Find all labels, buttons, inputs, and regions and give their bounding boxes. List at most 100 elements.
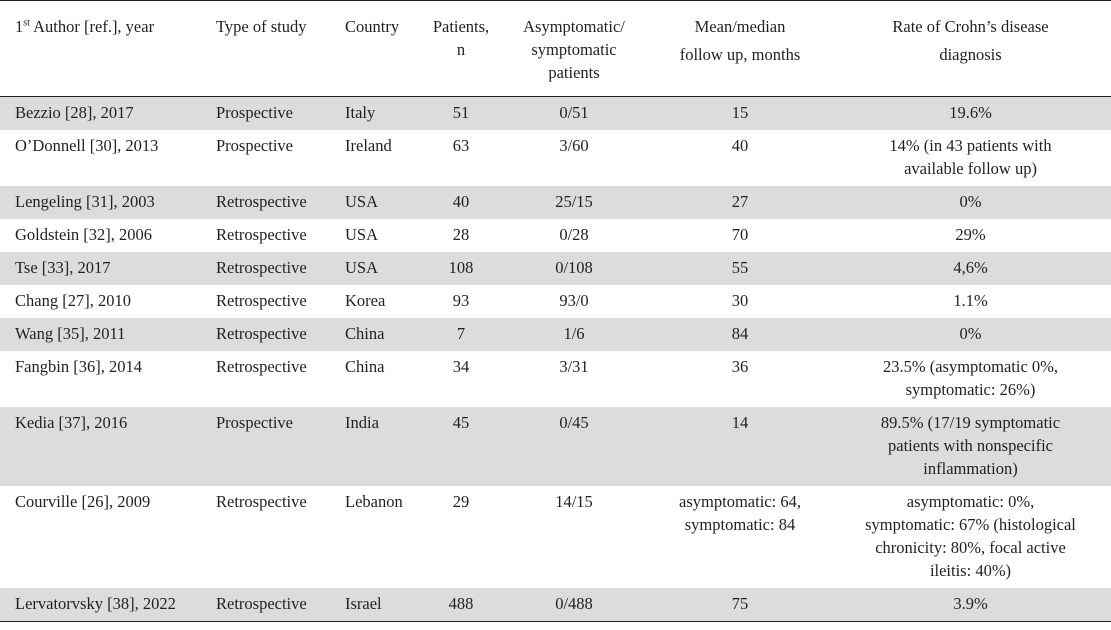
cell-crohns-rate: asymptomatic: 0%, symptomatic: 67% (histo… xyxy=(830,486,1111,588)
table-row: Lervatorvsky [38], 2022 Retrospective Isra… xyxy=(0,588,1111,622)
cell-country: India xyxy=(330,407,424,486)
cell-crohns-rate: 29% xyxy=(830,219,1111,252)
cell-follow-up-line: symptomatic: 84 xyxy=(684,515,796,534)
cell-crohns-rate: 14% (in 43 patients with available follow… xyxy=(830,130,1111,186)
cell-follow-up-line: 14 xyxy=(731,413,749,432)
table-row: Goldstein [32], 2006 Retrospective USA 28 0/… xyxy=(0,219,1111,252)
cell-asymptomatic-symptomatic: 0/108 xyxy=(498,252,650,285)
cell-author: O’Donnell [30], 2013 xyxy=(15,136,159,155)
cell-asymptomatic-symptomatic: 0/488 xyxy=(498,588,650,622)
cell-follow-up-line: 75 xyxy=(731,594,749,613)
cell-follow-up: 84 xyxy=(650,318,830,351)
table-row: Wang [35], 2011 Retrospective China 7 1/6 84 0… xyxy=(0,318,1111,351)
cell-follow-up: 40 xyxy=(650,130,830,186)
header-row: 1st Author [ref.], year Type of study Co… xyxy=(0,0,1111,97)
cell-crohns-rate-line: 19.6% xyxy=(949,103,992,122)
cell-follow-up: 15 xyxy=(650,96,830,130)
cell-crohns-rate-line: 4,6% xyxy=(953,258,988,277)
cell-follow-up-line: 36 xyxy=(731,357,749,376)
cell-asymptomatic-symptomatic: 93/0 xyxy=(559,291,589,310)
table-row: Chang [27], 2010 Retrospective Korea 93 93/0… xyxy=(0,285,1111,318)
cell-follow-up-line: asymptomatic: 64, xyxy=(679,492,801,511)
cell-country: Ireland xyxy=(345,136,392,155)
cell-crohns-rate: 89.5% (17/19 symptomatic patients with no… xyxy=(830,407,1111,486)
cell-patients: 108 xyxy=(424,252,498,285)
cell-crohns-rate-line: ileitis: 40%) xyxy=(929,561,1012,580)
cell-follow-up-line: 55 xyxy=(731,258,749,277)
cell-asymptomatic-symptomatic: 3/60 xyxy=(559,136,589,155)
cell-type-of-study: Retrospective xyxy=(216,225,307,244)
cell-follow-up-line: 27 xyxy=(731,192,749,211)
cell-author: Tse [33], 2017 xyxy=(0,252,201,285)
cell-type-of-study: Prospective xyxy=(201,96,330,130)
cell-follow-up: 27 xyxy=(650,186,830,219)
cell-crohns-rate: 0% xyxy=(830,186,1111,219)
cell-country: Korea xyxy=(345,291,386,310)
cell-patients: 29 xyxy=(452,492,470,511)
cell-country: USA xyxy=(330,252,424,285)
cell-crohns-rate-line: asymptomatic: 0%, xyxy=(906,492,1035,511)
cell-type-of-study: Retrospective xyxy=(201,186,330,219)
cell-crohns-rate: 3.9% xyxy=(830,588,1111,622)
cell-patients: 28 xyxy=(452,225,470,244)
cell-author: Chang [27], 2010 xyxy=(15,291,131,310)
cell-crohns-rate-line: patients with nonspecific xyxy=(888,436,1053,455)
cell-follow-up: 30 xyxy=(650,285,830,318)
cell-type-of-study: Retrospective xyxy=(201,318,330,351)
table-row: Kedia [37], 2016 Prospective India 45 0/45 14… xyxy=(0,407,1111,486)
cell-patients: 51 xyxy=(424,96,498,130)
cell-asymptomatic-symptomatic: 0/28 xyxy=(559,225,589,244)
table-body: Bezzio [28], 2017 Prospective Italy 51 0/51 1… xyxy=(0,96,1111,622)
cell-crohns-rate: 0% xyxy=(830,318,1111,351)
cell-author: Goldstein [32], 2006 xyxy=(15,225,153,244)
cell-crohns-rate-line: 89.5% (17/19 symptomatic xyxy=(880,413,1061,432)
cell-crohns-rate-line: 0% xyxy=(959,192,982,211)
cell-patients: 45 xyxy=(424,407,498,486)
cell-follow-up-line: 84 xyxy=(731,324,749,343)
cell-follow-up-line: 40 xyxy=(731,136,749,155)
cell-asymptomatic-symptomatic: 1/6 xyxy=(498,318,650,351)
cell-patients: 40 xyxy=(424,186,498,219)
cell-crohns-rate-line: inflammation) xyxy=(923,459,1018,478)
cell-country: China xyxy=(330,318,424,351)
cell-patients: 63 xyxy=(452,136,470,155)
cell-crohns-rate-line: symptomatic: 67% (histological xyxy=(865,515,1076,534)
cell-patients: 488 xyxy=(424,588,498,622)
header-type-of-study: Type of study xyxy=(201,0,330,97)
cell-country: Lebanon xyxy=(345,492,403,511)
cell-country: China xyxy=(345,357,385,376)
cell-author: Fangbin [36], 2014 xyxy=(15,357,142,376)
cell-crohns-rate-line: 0% xyxy=(959,324,982,343)
cell-asymptomatic-symptomatic: 25/15 xyxy=(498,186,650,219)
cell-follow-up-line: 70 xyxy=(731,225,749,244)
table-row: Tse [33], 2017 Retrospective USA 108 0/108 55… xyxy=(0,252,1111,285)
table-row: Fangbin [36], 2014 Retrospective China 34 3/… xyxy=(0,351,1111,407)
cell-follow-up: asymptomatic: 64, symptomatic: 84 xyxy=(650,486,830,588)
cell-crohns-rate-line: available follow up) xyxy=(904,159,1037,178)
cell-crohns-rate-line: symptomatic: 26%) xyxy=(905,380,1036,399)
header-patients: Patients, n xyxy=(424,0,498,97)
cell-country: USA xyxy=(330,186,424,219)
cell-follow-up: 70 xyxy=(650,219,830,252)
cell-author: Lengeling [31], 2003 xyxy=(0,186,201,219)
cell-author: Wang [35], 2011 xyxy=(0,318,201,351)
cell-follow-up: 75 xyxy=(650,588,830,622)
cell-type-of-study: Retrospective xyxy=(201,588,330,622)
cell-follow-up-line: 15 xyxy=(731,103,749,122)
cell-asymptomatic-symptomatic: 0/45 xyxy=(498,407,650,486)
cell-crohns-rate: 19.6% xyxy=(830,96,1111,130)
cell-country: Israel xyxy=(330,588,424,622)
header-author: 1st Author [ref.], year xyxy=(0,0,201,97)
cell-country: USA xyxy=(345,225,379,244)
cell-crohns-rate-line: 3.9% xyxy=(953,594,988,613)
cell-follow-up: 55 xyxy=(650,252,830,285)
cell-follow-up-line: 30 xyxy=(731,291,749,310)
cell-asymptomatic-symptomatic: 3/31 xyxy=(559,357,589,376)
cell-author: Lervatorvsky [38], 2022 xyxy=(0,588,201,622)
cell-crohns-rate-line: 29% xyxy=(955,225,986,244)
cell-type-of-study: Retrospective xyxy=(216,492,307,511)
cell-asymptomatic-symptomatic: 0/51 xyxy=(498,96,650,130)
header-crohns-rate: Rate of Crohn’s disease diagnosis xyxy=(830,0,1111,97)
cell-type-of-study: Retrospective xyxy=(201,252,330,285)
cell-author: Bezzio [28], 2017 xyxy=(0,96,201,130)
